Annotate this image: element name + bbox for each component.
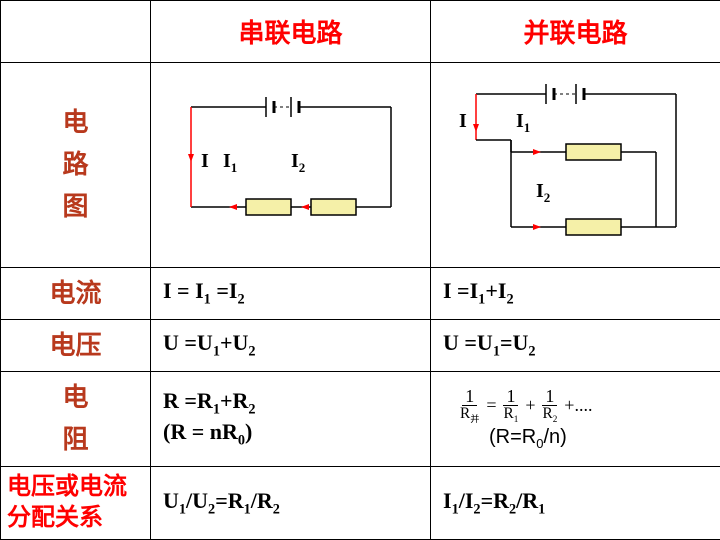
parallel-circuit-diagram: I I1 I2 — [441, 72, 711, 252]
voltage-row: 电压 U =U1+U2 U =U1=U2 — [1, 320, 720, 372]
series-resistance-formula: R =R1+R2 (R = nR0) — [151, 371, 431, 466]
header-empty — [1, 1, 151, 63]
label-I1: I1 — [223, 150, 237, 175]
current-row: 电流 I = I1 =I2 I =I1+I2 — [1, 268, 720, 320]
row-label-voltage: 电压 — [1, 320, 151, 372]
diagram-row: 电路图 — [1, 62, 720, 267]
header-series: 串联电路 — [151, 1, 431, 63]
series-voltage-formula: U =U1+U2 — [151, 320, 431, 372]
series-diagram-cell: I I1 I2 — [151, 62, 431, 267]
series-current-formula: I = I1 =I2 — [151, 268, 431, 320]
parallel-diagram-cell: I I1 I2 — [431, 62, 720, 267]
resistance-row: 电阻 R =R1+R2 (R = nR0) 1R并 = 1R1 + 1R2 +.… — [1, 371, 720, 466]
row-label-diagram: 电路图 — [1, 62, 151, 267]
series-distribution-formula: U1/U2=R1/R2 — [151, 466, 431, 539]
parallel-distribution-formula: I1/I2=R2/R1 — [431, 466, 720, 539]
series-circuit-diagram: I I1 I2 — [161, 77, 421, 247]
parallel-resistance-formula: 1R并 = 1R1 + 1R2 +.... (R=R0/n) — [431, 371, 720, 466]
distribution-row: 电压或电流分配关系 U1/U2=R1/R2 I1/I2=R2/R1 — [1, 466, 720, 539]
label-I1-p: I1 — [516, 110, 530, 135]
row-label-resistance: 电阻 — [1, 371, 151, 466]
label-I2-p: I2 — [536, 180, 550, 205]
row-label-current: 电流 — [1, 268, 151, 320]
label-I: I — [201, 150, 209, 172]
comparison-table: 串联电路 并联电路 电路图 — [0, 0, 720, 540]
parallel-current-formula: I =I1+I2 — [431, 268, 720, 320]
parallel-voltage-formula: U =U1=U2 — [431, 320, 720, 372]
label-I2: I2 — [291, 150, 305, 175]
label-I-p: I — [459, 110, 467, 132]
header-row: 串联电路 并联电路 — [1, 1, 720, 63]
row-label-distribution: 电压或电流分配关系 — [1, 466, 151, 539]
header-parallel: 并联电路 — [431, 1, 720, 63]
